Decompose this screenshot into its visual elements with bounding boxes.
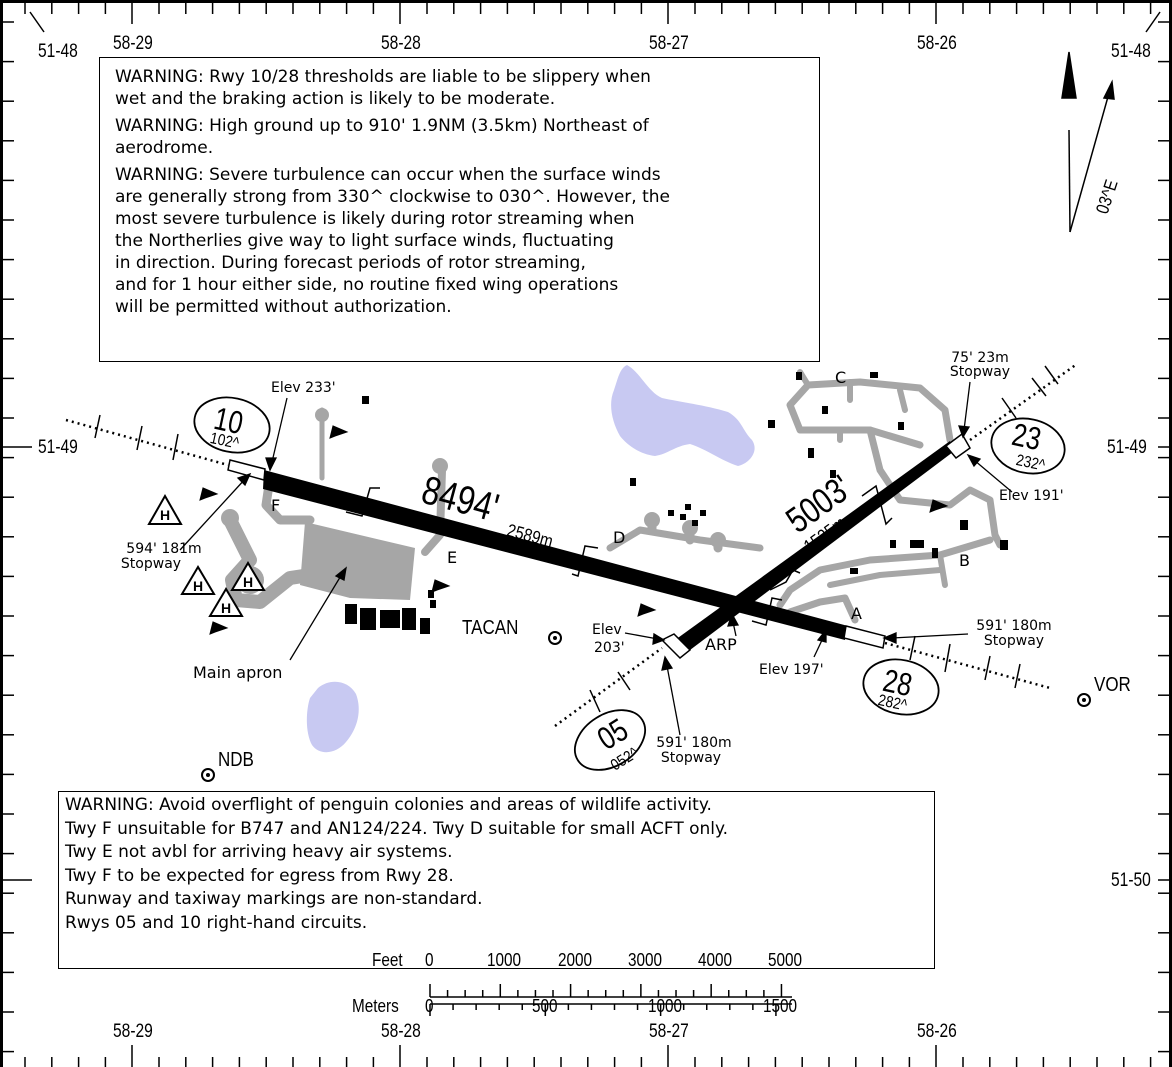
elevation-rwy05-label: Elev [592, 622, 622, 638]
lat-label-51-50-right: 51-50 [1111, 870, 1151, 891]
warning-line: Twy F to be expected for egress from Rwy… [65, 865, 454, 886]
elevation-rwy05-value: 203' [594, 640, 625, 656]
stopway-05 [660, 633, 692, 660]
runway-end-ovals [193, 396, 1066, 771]
stopway-rwy10-label: Stopway [120, 556, 182, 572]
warning-line: WARNING: Severe turbulence can occur whe… [115, 165, 661, 185]
graticule-tick [1145, 11, 1161, 33]
stopway-rwy05-size: 591' 180m [656, 735, 732, 751]
scale-feet-tick-label: 5000 [768, 950, 803, 970]
lon-label-58-28-top: 58-28 [381, 33, 421, 54]
lon-label-58-26-bottom: 58-26 [917, 1021, 957, 1042]
warning-line: the Northerlies give way to light surfac… [115, 231, 614, 251]
warning-notes-bottom: WARNING: Avoid overflight of penguin col… [58, 791, 935, 969]
elevation-rwy10: Elev 233' [271, 380, 336, 396]
tacan-label: TACAN [462, 617, 519, 639]
scale-feet-tick-label: 3000 [627, 950, 662, 970]
lon-label-58-27-bottom: 58-27 [649, 1021, 689, 1042]
runway-05-23 [675, 441, 953, 653]
navaid-symbols [201, 631, 1091, 782]
scale-feet-tick-label: 4000 [698, 950, 733, 970]
warning-line: Rwys 05 and 10 right-hand circuits. [65, 912, 368, 933]
taxiway-f-label: F [271, 496, 281, 515]
svg-text:H: H [193, 578, 203, 594]
approach-lights [65, 362, 1078, 728]
lat-label-51-48-left: 51-48 [38, 41, 78, 62]
main-apron-label: Main apron [193, 663, 283, 682]
navaid-dots [206, 636, 1086, 777]
warning-line: WARNING: Rwy 10/28 thresholds are liable… [115, 67, 651, 87]
scale-feet-tick-label: 1000 [487, 950, 522, 970]
stopway-rwy05-label: Stopway [660, 750, 722, 766]
north-arrow [1061, 51, 1115, 233]
stopway-28 [843, 625, 886, 649]
warning-line: WARNING: High ground up to 910' 1.9NM (3… [115, 116, 649, 136]
stopway-rwy23-label: Stopway [949, 364, 1011, 380]
warning-line: will be permitted without authorization. [115, 297, 452, 317]
lat-label-51-49-left: 51-49 [38, 437, 78, 458]
taxiway-e-label: E [447, 548, 458, 567]
approach-light-bars [94, 365, 1059, 713]
lon-label-58-29-bottom: 58-29 [113, 1021, 153, 1042]
stopway-23 [944, 432, 971, 460]
taxiways [223, 369, 1004, 624]
runways [227, 432, 971, 660]
scale-feet-tick-label: 0 [425, 950, 434, 970]
elevation-rwy28: Elev 197' [759, 662, 824, 678]
distance-markers [345, 484, 893, 626]
helipad-labels: HH HH [160, 507, 253, 616]
water-bodies [306, 365, 755, 753]
stopway-rwy23-size: 75' 23m [951, 350, 1009, 366]
stopway-10 [227, 459, 266, 481]
scale-bars [429, 984, 792, 1016]
warning-line: are generally strong from 330^ clockwise… [115, 187, 671, 207]
warning-line: WARNING: Avoid overflight of penguin col… [65, 795, 712, 815]
ndb-label: NDB [218, 749, 254, 771]
warning-notes-top: WARNING: Rwy 10/28 thresholds are liable… [99, 57, 820, 362]
warning-line: and for 1 hour either side, no routine f… [115, 275, 619, 295]
warning-line: Twy F unsuitable for B747 and AN124/224.… [65, 818, 729, 839]
elevation-rwy23: Elev 191' [999, 488, 1064, 504]
svg-text:H: H [221, 600, 231, 616]
windsock-markers [199, 425, 949, 635]
taxiway-b-label: B [959, 551, 970, 570]
warning-line: most severe turbulence is likely during … [115, 209, 635, 229]
graticule-ticks [3, 3, 1169, 1067]
graticule-tick [29, 11, 45, 33]
warning-line: wet and the braking action is likely to … [115, 89, 556, 109]
taxiway-d-label: D [613, 528, 626, 547]
scale-meters-tick-label: 1500 [762, 996, 797, 1016]
vor-label: VOR [1094, 674, 1131, 696]
svg-text:H: H [160, 507, 170, 523]
lat-label-51-48-right: 51-48 [1111, 41, 1151, 62]
scale-meters-label: Meters [352, 996, 399, 1016]
warning-line: Twy E not avbl for arriving heavy air sy… [65, 842, 453, 862]
taxiway-a-label: A [851, 604, 862, 623]
scale-meters-tick-label: 0 [425, 996, 434, 1016]
helipads [147, 493, 266, 617]
scale-meters-tick-label: 500 [532, 996, 558, 1016]
taxiway-c-label: C [835, 368, 847, 387]
buildings [345, 372, 1008, 634]
stopway-rwy28-label: Stopway [983, 633, 1045, 649]
scale-feet-tick-label: 2000 [557, 950, 592, 970]
lat-label-51-49-right: 51-49 [1107, 437, 1147, 458]
lon-label-58-26-top: 58-26 [917, 33, 957, 54]
lon-label-58-27-top: 58-27 [649, 33, 689, 54]
runway-10-28 [263, 470, 848, 640]
lon-label-58-29-top: 58-29 [113, 33, 153, 54]
stopway-rwy28-size: 591' 180m [976, 618, 1052, 634]
scale-meters-tick-label: 1000 [647, 996, 682, 1016]
warning-line: aerodrome. [115, 138, 214, 158]
warning-line: Runway and taxiway markings are non-stan… [65, 889, 483, 909]
stopway-rwy10-size: 594' 181m [126, 541, 202, 557]
arp-label: ARP [705, 635, 737, 654]
lon-label-58-28-bottom: 58-28 [381, 1021, 421, 1042]
scale-feet-label: Feet [372, 950, 403, 970]
leader-lines [179, 381, 1013, 736]
warning-line: in direction. During forecast periods of… [115, 253, 586, 273]
svg-text:H: H [243, 574, 253, 590]
